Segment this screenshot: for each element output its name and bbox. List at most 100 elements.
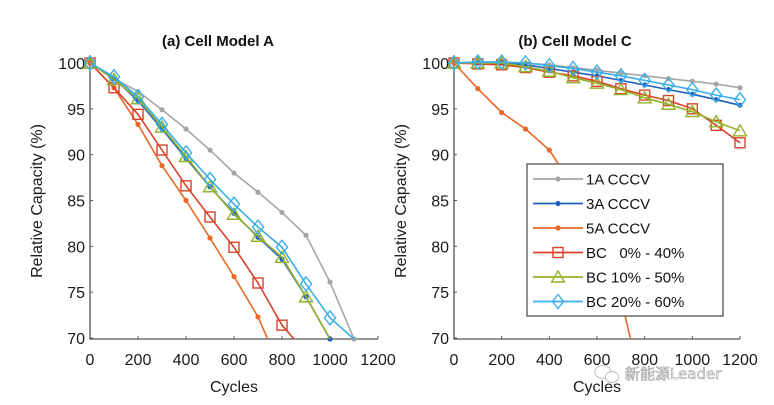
data-point [565,70,581,84]
data-point [180,180,192,192]
y-tick-label: 70 [431,331,449,348]
data-point [228,241,240,253]
data-point [522,126,529,132]
data-point [202,179,218,193]
data-point [660,96,677,110]
y-tick-label: 100 [422,56,449,73]
y-tick-label: 80 [431,239,449,256]
data-point [689,78,695,84]
x-tick-label: 200 [125,352,152,369]
data-point [203,171,217,188]
data-point [255,189,261,195]
data-point [207,235,213,241]
data-point [183,197,189,204]
data-point [255,314,261,320]
x-tick-label: 600 [221,352,248,369]
plot-area [446,53,748,340]
series-line [454,62,741,132]
data-point [590,64,604,81]
data-point [662,76,675,94]
series-line [89,62,295,340]
series-line [89,62,331,340]
data-point [499,109,505,116]
data-point [135,121,141,128]
legend-label: 3A CCCV [586,196,650,213]
series-line [453,62,741,144]
x-tick-label: 1000 [675,352,711,369]
legend-marker [551,293,565,310]
data-point [159,107,165,113]
data-point [662,94,675,107]
data-point [708,114,724,128]
data-point [327,279,333,285]
data-point [156,144,168,156]
y-tick-label: 100 [58,56,85,73]
data-point [159,163,165,169]
x-tick-label: 1200 [360,352,396,369]
legend-item: BC 20% - 60% [533,293,684,311]
legend-marker [552,246,564,259]
x-tick-label: 800 [631,352,658,369]
y-axis-label: Relative Capacity (%) [29,124,46,278]
data-point [519,54,532,72]
series-line [89,62,331,340]
data-point [250,228,266,242]
data-point [132,108,144,121]
data-point [495,53,509,71]
series-line [89,62,355,340]
data-point [541,63,558,77]
data-point [298,289,314,303]
y-tick-label: 75 [431,285,449,302]
y-tick-label: 90 [67,148,85,165]
data-point [275,239,289,256]
x-tick-label: 0 [86,352,95,369]
legend-label: BC 10% - 50% [586,270,684,287]
legend-marker [555,225,561,231]
plot-area [82,54,357,342]
panel-cell-model-c: (b) Cell Model C Relative Capacity (%) C… [393,33,758,396]
x-tick-label: 800 [269,352,296,369]
series-bc-20-60 [447,53,747,108]
legend-marker [555,200,561,207]
data-point [204,211,216,223]
data-point [231,273,237,280]
data-point [226,206,242,220]
watermark-text: 新能源Leader [625,365,722,383]
y-tick-label: 90 [431,148,449,165]
data-point [685,81,699,98]
legend-item: 3A CCCV [533,196,650,213]
x-tick-label: 200 [488,352,515,369]
legend-marker [555,176,561,182]
chart-title: (b) Cell Model C [518,33,631,50]
x-axis-label: Cycles [210,379,258,396]
x-tick-label: 1000 [312,352,348,369]
data-point [276,319,288,331]
data-point [636,90,653,104]
legend-marker [550,269,566,283]
data-point [131,88,145,106]
legend-label: BC 0% - 40% [586,245,684,262]
watermark: 新能源Leader [594,365,723,383]
data-point [734,137,746,149]
data-point [274,249,290,264]
data-point [614,67,628,84]
data-point [251,218,265,236]
y-tick-label: 95 [431,102,449,119]
data-point [737,85,743,91]
x-ticks: 0 200 400 600 800 1000 1200 [86,336,396,369]
series-line [89,62,355,340]
data-point [684,104,701,118]
data-point [179,144,193,161]
legend-item: 1A CCCV [533,172,650,189]
legend-box [526,163,724,317]
data-point [82,55,98,69]
series-bc-10-50 [82,55,331,340]
x-axis-label: Cycles [573,379,621,396]
x-tick-label: 0 [450,352,459,369]
data-point [183,126,189,132]
data-point [737,102,743,108]
chart-title: (a) Cell Model A [162,33,274,50]
legend-item: 5A CCCV [533,221,650,238]
data-point [733,91,747,108]
